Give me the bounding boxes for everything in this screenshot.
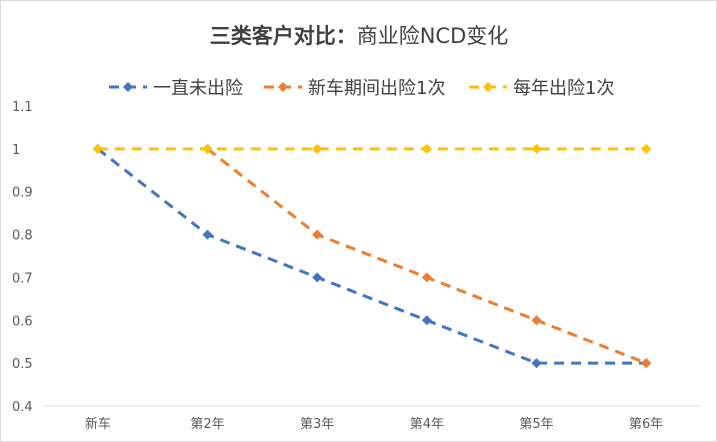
series-line <box>96 147 647 365</box>
series-2 <box>202 143 652 369</box>
x-tick-label: 第6年 <box>629 417 663 432</box>
series-3 <box>92 143 652 154</box>
data-point <box>421 272 432 283</box>
y-tick-label: 0.6 <box>12 314 33 329</box>
y-tick-label: 1 <box>12 143 20 158</box>
data-point <box>312 272 323 283</box>
legend: 一直未出险 新车期间出险1次 每年出险1次 <box>109 78 614 99</box>
legend-item: 一直未出险 <box>109 78 243 99</box>
chart-title: 三类客户对比：商业险NCD变化 <box>210 24 509 48</box>
data-point <box>202 143 213 154</box>
chart-title-bold: 三类客户对比： <box>210 24 357 48</box>
x-tick-label: 第5年 <box>519 417 553 432</box>
data-point <box>421 143 432 154</box>
y-tick-label: 0.4 <box>12 400 33 415</box>
data-point <box>312 229 323 240</box>
y-tick-label: 1.1 <box>12 100 33 115</box>
chart-title-rest: 商业险NCD变化 <box>357 24 509 48</box>
legend-marker <box>278 82 288 92</box>
series-1 <box>92 143 652 369</box>
x-tick-label: 第4年 <box>410 417 444 432</box>
x-tick-label: 第3年 <box>300 417 334 432</box>
y-tick-label: 0.7 <box>12 271 33 286</box>
legend-label: 一直未出险 <box>153 78 243 99</box>
legend-marker <box>123 82 133 92</box>
y-tick-label: 0.5 <box>12 357 33 372</box>
data-point <box>421 315 432 326</box>
x-tick-label: 第2年 <box>190 417 224 432</box>
data-point <box>531 315 542 326</box>
data-point <box>531 358 542 369</box>
legend-item: 新车期间出险1次 <box>264 78 445 99</box>
series-line <box>206 147 647 365</box>
series-group <box>92 143 652 369</box>
data-point <box>641 143 652 154</box>
data-point <box>202 229 213 240</box>
x-tick-label: 新车 <box>85 416 111 432</box>
legend-item: 每年出险1次 <box>469 78 614 99</box>
data-point <box>641 358 652 369</box>
legend-label: 新车期间出险1次 <box>308 78 445 99</box>
axes: 0.4 0.5 0.6 0.7 0.8 0.9 1 1.1 新车 第2年 第3年 第4年 第5年 第6年 <box>12 100 701 432</box>
data-point <box>531 143 542 154</box>
legend-marker <box>483 82 493 92</box>
data-point <box>92 143 103 154</box>
y-tick-label: 0.8 <box>12 229 33 244</box>
y-tick-label: 0.9 <box>12 186 33 201</box>
legend-label: 每年出险1次 <box>513 78 614 99</box>
data-point <box>312 143 323 154</box>
